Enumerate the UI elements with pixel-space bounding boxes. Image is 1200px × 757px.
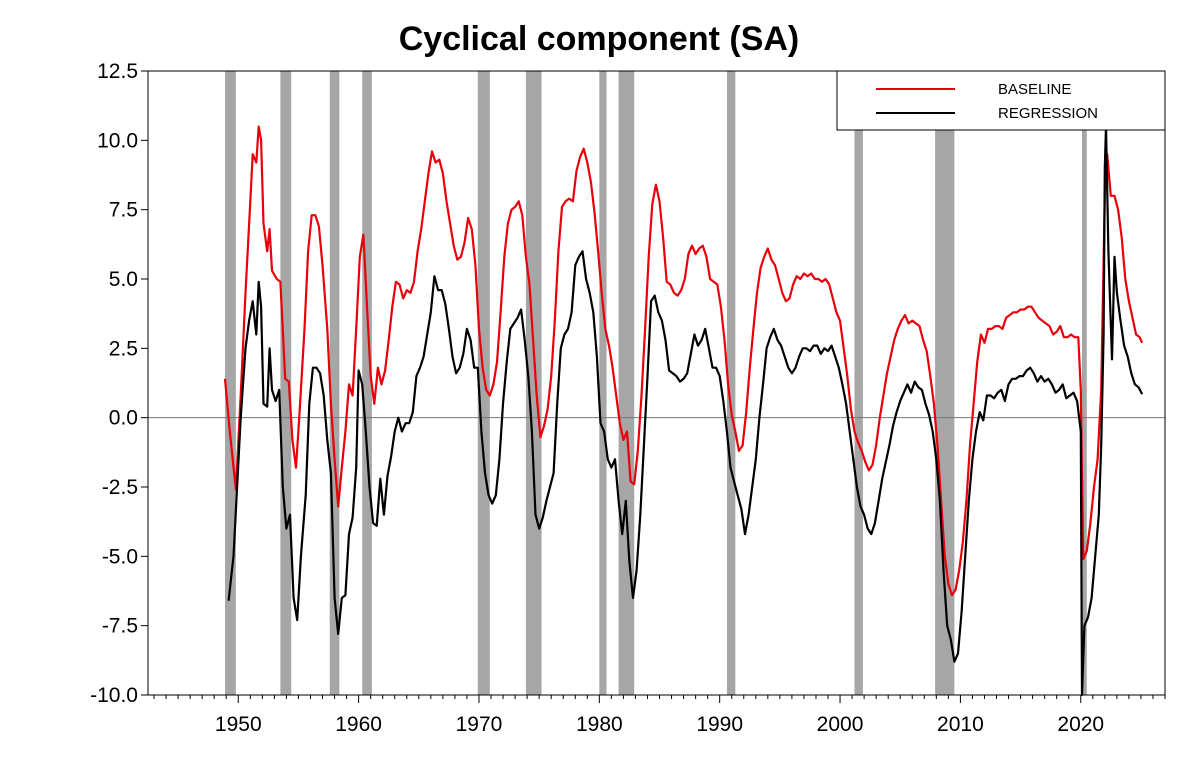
y-axis: 12.5 10.0 7.5 5.0 2.5 0.0 -2.5 -5.0 -7.5 -10.0 xyxy=(90,60,148,707)
recession-band-5 xyxy=(525,71,542,695)
y-tick-label-1: 10.0 xyxy=(97,129,138,152)
series-line-regression xyxy=(227,125,1144,697)
recession-band-10 xyxy=(935,71,955,695)
recession-band-8 xyxy=(726,71,736,695)
y-tick-label-4: 2.5 xyxy=(109,337,138,360)
x-tick-label-7: 2020 xyxy=(1057,713,1104,736)
legend-label-baseline: BASELINE xyxy=(998,81,1071,98)
chart-title: Cyclical component (SA) xyxy=(399,20,800,58)
y-tick-label-5: 0.0 xyxy=(109,407,138,430)
x-tick-label-1: 1960 xyxy=(335,713,382,736)
recession-band-1 xyxy=(280,71,292,695)
recession-band-0 xyxy=(225,71,236,695)
series-lines xyxy=(223,125,1144,697)
x-axis: 1950 1960 1970 1980 1990 2000 2010 2020 xyxy=(153,695,1166,736)
recession-band-3 xyxy=(362,71,372,695)
x-tick-label-5: 2000 xyxy=(817,713,864,736)
y-tick-label-0: 12.5 xyxy=(97,60,138,83)
recession-band-11 xyxy=(1081,71,1087,695)
y-tick-label-8: -7.5 xyxy=(102,615,138,638)
recession-bands xyxy=(225,71,1087,695)
recession-band-9 xyxy=(854,71,863,695)
y-tick-label-7: -5.0 xyxy=(102,545,138,568)
recession-band-2 xyxy=(329,71,340,695)
y-tick-label-2: 7.5 xyxy=(109,199,138,222)
x-tick-label-0: 1950 xyxy=(215,713,262,736)
recession-band-6 xyxy=(599,71,607,695)
x-tick-label-3: 1980 xyxy=(576,713,623,736)
legend: BASELINE REGRESSION xyxy=(836,70,1166,131)
legend-box xyxy=(836,70,1166,131)
legend-label-regression: REGRESSION xyxy=(998,105,1098,122)
x-tick-label-6: 2010 xyxy=(937,713,984,736)
x-tick-label-4: 1990 xyxy=(696,713,743,736)
x-tick-label-2: 1970 xyxy=(456,713,503,736)
recession-band-7 xyxy=(618,71,635,695)
series-line-baseline xyxy=(223,125,1144,597)
y-tick-label-6: -2.5 xyxy=(102,476,138,499)
y-tick-label-3: 5.0 xyxy=(109,268,138,291)
recession-band-4 xyxy=(477,71,490,695)
y-tick-label-9: -10.0 xyxy=(90,684,138,707)
plot-frame xyxy=(147,70,1166,696)
